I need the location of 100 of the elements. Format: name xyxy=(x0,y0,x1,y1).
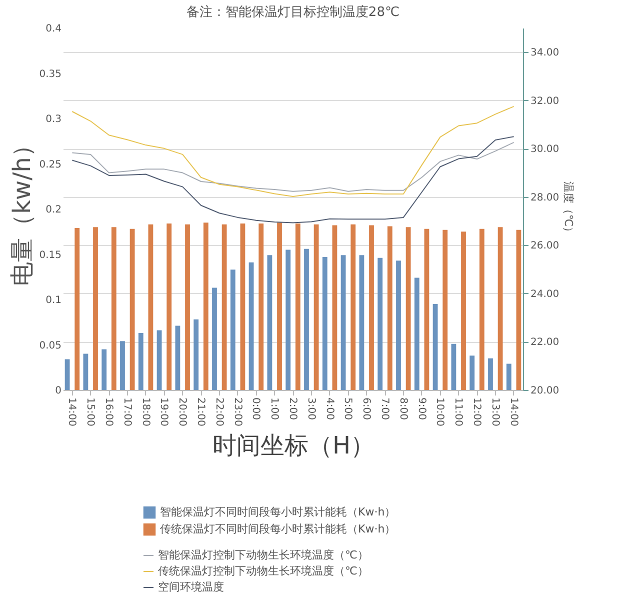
x-tick-label: 9:00 xyxy=(416,398,427,420)
bar xyxy=(498,227,503,390)
bar xyxy=(332,225,338,390)
x-tick-label: 12:00 xyxy=(471,398,482,426)
bar xyxy=(396,260,401,390)
x-tick-label: 19:00 xyxy=(158,398,170,426)
x-tick-label: 8:00 xyxy=(397,398,408,420)
bar xyxy=(322,256,328,390)
bar xyxy=(120,341,125,390)
y-tick-label: 0.2 xyxy=(46,204,62,216)
bar xyxy=(175,326,180,390)
y2-tick-label: 22.00 xyxy=(530,337,560,348)
x-tick-label: 11:00 xyxy=(452,398,464,426)
line-series xyxy=(72,142,514,192)
legend-label: 智能保温灯不同时间段每小时累计能耗（Kw·h） xyxy=(160,506,396,518)
x-tick-label: 10:00 xyxy=(434,398,446,426)
x-tick-label: 14:00 xyxy=(66,398,78,426)
bar xyxy=(267,255,272,390)
bar xyxy=(185,224,190,390)
y-tick-label: 0 xyxy=(55,386,62,396)
x-tick-label: 1:00 xyxy=(268,398,280,420)
y-tick-label: 0.4 xyxy=(46,24,62,34)
y-tick-label: 0.1 xyxy=(46,295,62,306)
bar xyxy=(93,227,98,390)
y2-tick-label: 20.00 xyxy=(530,386,560,396)
y2-tick-label: 30.00 xyxy=(530,144,560,156)
bar xyxy=(130,228,135,390)
bar xyxy=(414,278,420,390)
y-tick-label: 0.25 xyxy=(39,159,62,170)
legend-label: 传统保温灯控制下动物生长环境温度（℃） xyxy=(158,564,368,578)
bar xyxy=(451,344,456,390)
x-tick-label: 15:00 xyxy=(84,398,96,426)
y-tick-label: 0.05 xyxy=(39,340,62,352)
bar xyxy=(222,224,227,390)
bar xyxy=(340,255,346,390)
x-tick-label: 23:00 xyxy=(232,398,243,426)
y-axis-title: 电量（kw/h） xyxy=(8,133,36,286)
bar xyxy=(488,358,493,390)
bar xyxy=(406,227,411,390)
bar xyxy=(432,304,438,390)
x-tick-label: 3:00 xyxy=(305,398,316,420)
bar xyxy=(166,223,172,390)
x-tick-label: 14:00 xyxy=(508,398,519,426)
bar xyxy=(148,224,154,390)
bar xyxy=(424,228,430,390)
bar xyxy=(442,230,448,390)
y-tick-label: 0.35 xyxy=(39,68,62,80)
bar xyxy=(359,255,364,390)
legend-label: 空间环境温度 xyxy=(158,580,224,594)
bar xyxy=(387,226,392,390)
x-tick-label: 7:00 xyxy=(379,398,390,420)
x-axis-title: 时间坐标（H） xyxy=(212,431,375,460)
bar xyxy=(248,262,254,390)
y2-tick-label: 32.00 xyxy=(530,96,560,107)
bar xyxy=(230,270,236,390)
bar xyxy=(461,232,466,390)
x-tick-label: 2:00 xyxy=(287,398,298,420)
bar xyxy=(369,225,374,390)
bar xyxy=(74,228,80,390)
bar xyxy=(479,228,484,390)
bar xyxy=(156,330,162,390)
x-tick-label: 0:00 xyxy=(250,398,262,420)
x-tick-label: 20:00 xyxy=(176,398,188,426)
bar xyxy=(111,227,116,390)
x-tick-label: 22:00 xyxy=(213,398,224,426)
bar xyxy=(240,223,246,390)
x-tick-label: 13:00 xyxy=(489,398,500,426)
x-tick-label: 17:00 xyxy=(121,398,132,426)
bar xyxy=(212,288,217,390)
y2-axis-title: 温度（℃） xyxy=(562,181,576,238)
legend-label: 智能保温灯控制下动物生长环境温度（℃） xyxy=(158,548,368,562)
bar xyxy=(506,364,512,390)
bar xyxy=(194,319,199,390)
bar xyxy=(203,222,208,390)
bar xyxy=(516,230,522,390)
text: 备注：智能保温灯目标控制温度28℃ xyxy=(186,4,400,20)
bar xyxy=(83,354,88,390)
y2-tick-label: 26.00 xyxy=(530,240,560,252)
bar xyxy=(286,250,291,390)
x-tick-label: 21:00 xyxy=(195,398,206,426)
bar xyxy=(304,248,309,390)
bar xyxy=(350,224,356,390)
bar xyxy=(470,356,475,390)
legend-label: 传统保温灯不同时间段每小时累计能耗（Kw·h） xyxy=(160,522,396,536)
y2-tick-label: 24.00 xyxy=(530,288,560,300)
x-tick-label: 4:00 xyxy=(324,398,335,420)
x-tick-label: 5:00 xyxy=(342,398,354,420)
x-tick-label: 18:00 xyxy=(140,398,151,426)
y-tick-label: 0.15 xyxy=(39,250,62,261)
bar xyxy=(378,258,383,390)
line-series xyxy=(72,106,514,197)
x-tick-label: 6:00 xyxy=(360,398,372,420)
bar xyxy=(314,224,319,390)
y2-tick-label: 34.00 xyxy=(530,48,560,59)
line-series xyxy=(72,136,514,224)
y-tick-label: 0.3 xyxy=(46,114,62,125)
bar xyxy=(102,349,107,390)
bar xyxy=(138,332,144,390)
bar xyxy=(277,222,282,390)
y2-tick-label: 28.00 xyxy=(530,192,560,204)
